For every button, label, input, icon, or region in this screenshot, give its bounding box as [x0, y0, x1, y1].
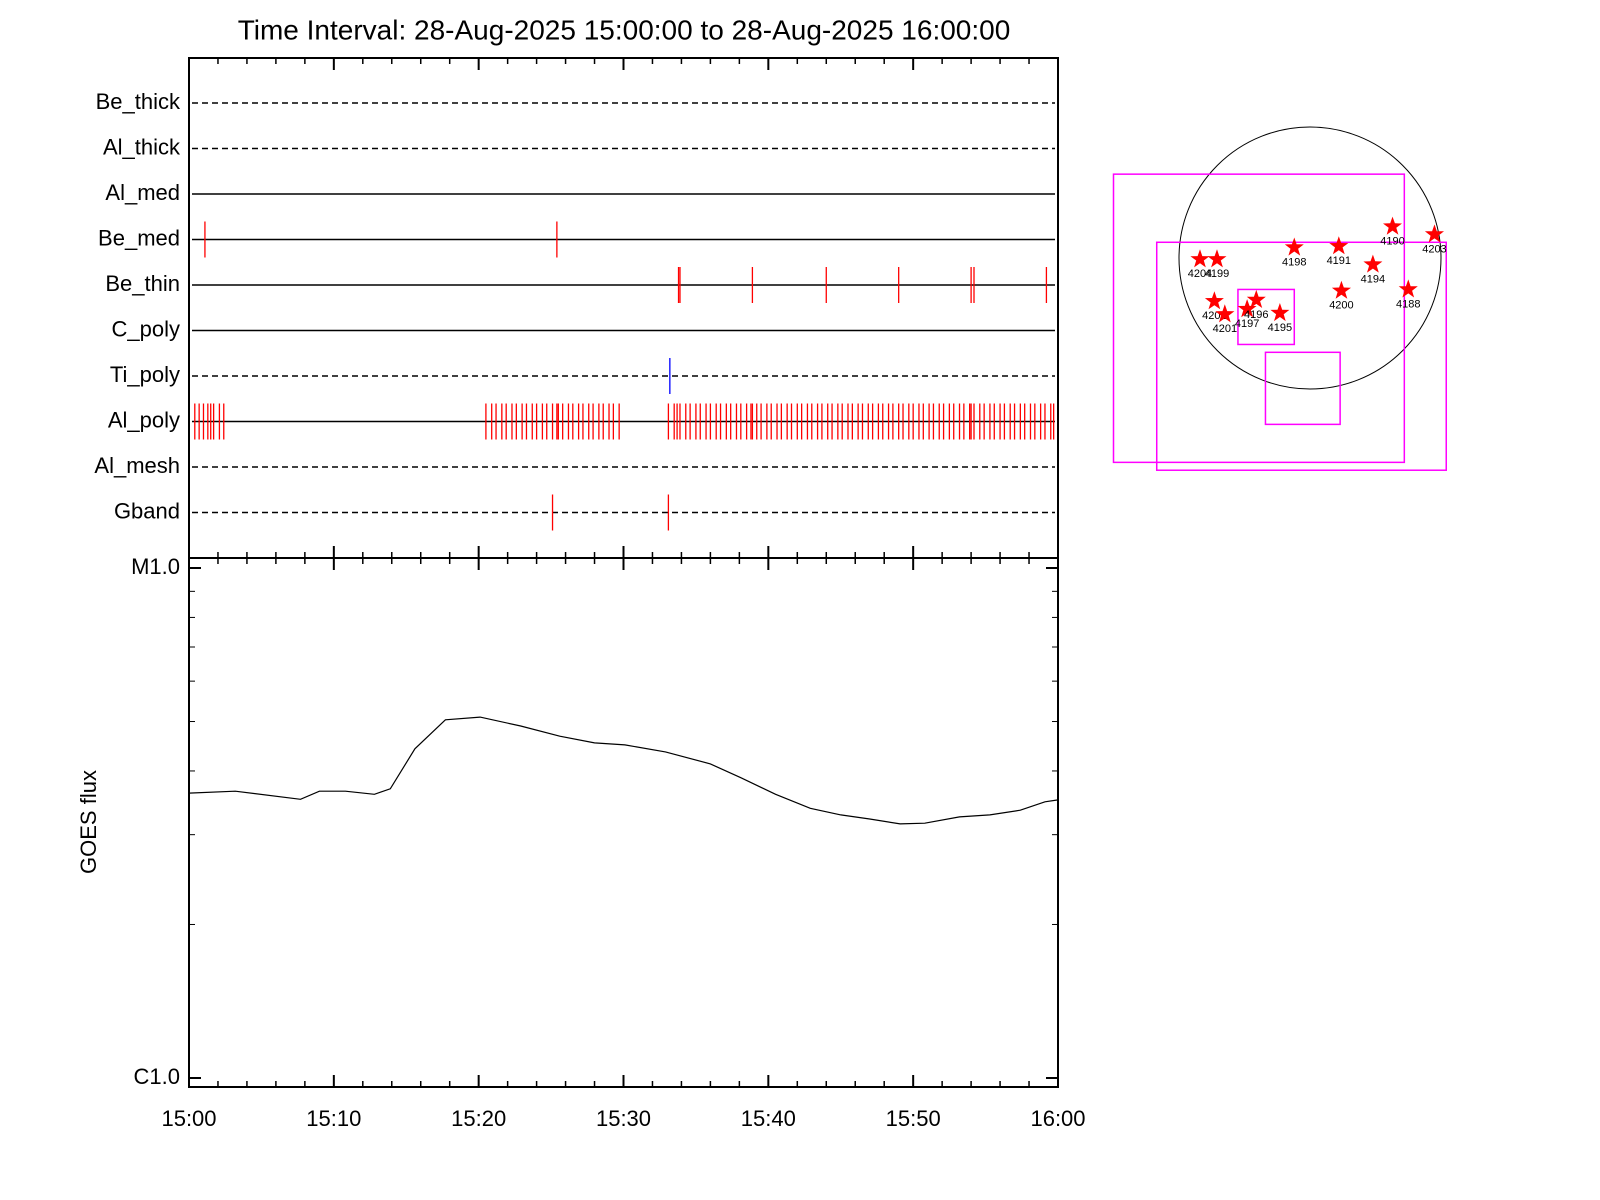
region-star [1329, 236, 1349, 255]
region-star [1215, 304, 1235, 323]
region-label: 4191 [1327, 255, 1351, 267]
region-star [1398, 279, 1418, 298]
region-star [1424, 224, 1444, 243]
region-label: 4203 [1422, 243, 1446, 255]
x-tick-label: 16:00 [1030, 1106, 1085, 1131]
solar-disk [1178, 126, 1442, 390]
row-label: Be_thin [105, 271, 180, 296]
fov-box [1264, 351, 1341, 426]
region-label: 4201 [1213, 323, 1237, 335]
fov-box [1237, 288, 1296, 346]
y-axis-label: GOES flux [76, 770, 101, 874]
region-label: 4194 [1361, 273, 1385, 285]
region-label: 4204 [1188, 268, 1212, 280]
region-label: 4197 [1235, 318, 1259, 330]
region-star [1246, 289, 1266, 308]
region-label: 4190 [1380, 235, 1404, 247]
region-label: 4200 [1329, 300, 1353, 312]
fov-box [1112, 173, 1406, 464]
region-star [1270, 303, 1290, 322]
row-label: Gband [114, 498, 180, 523]
region-star [1284, 237, 1304, 256]
row-label: Be_thick [96, 89, 181, 114]
region-label: 4196 [1244, 309, 1268, 321]
goes-line [188, 716, 1059, 825]
y-tick-label: M1.0 [131, 554, 180, 579]
row-label: Be_med [98, 225, 180, 250]
region-star [1207, 249, 1227, 268]
x-tick-label: 15:30 [596, 1106, 651, 1131]
x-tick-label: 15:20 [451, 1106, 506, 1131]
region-label: 4199 [1205, 268, 1229, 280]
x-tick-label: 15:40 [741, 1106, 796, 1131]
x-tick-label: 15:00 [161, 1106, 216, 1131]
x-tick-label: 15:50 [886, 1106, 941, 1131]
row-label: Al_mesh [94, 453, 180, 478]
region-star [1237, 299, 1257, 318]
timeline-frame [188, 57, 1059, 559]
row-label: Al_poly [108, 407, 180, 432]
region-label: 4195 [1268, 322, 1292, 334]
row-label: Al_thick [103, 134, 181, 159]
region-star [1383, 216, 1402, 235]
y-tick-label: C1.0 [134, 1064, 180, 1089]
chart-title: Time Interval: 28-Aug-2025 15:00:00 to 2… [238, 14, 1011, 45]
row-label: C_poly [112, 316, 180, 341]
row-label: Al_med [105, 180, 180, 205]
region-star [1363, 254, 1383, 273]
region-star [1331, 280, 1351, 299]
region-label: 4188 [1396, 298, 1420, 310]
x-tick-label: 15:10 [306, 1106, 361, 1131]
fov-box [1155, 241, 1447, 471]
region-label: 4198 [1282, 256, 1306, 268]
region-star [1190, 249, 1210, 268]
row-label: Ti_poly [110, 362, 180, 387]
region-star [1204, 291, 1224, 310]
